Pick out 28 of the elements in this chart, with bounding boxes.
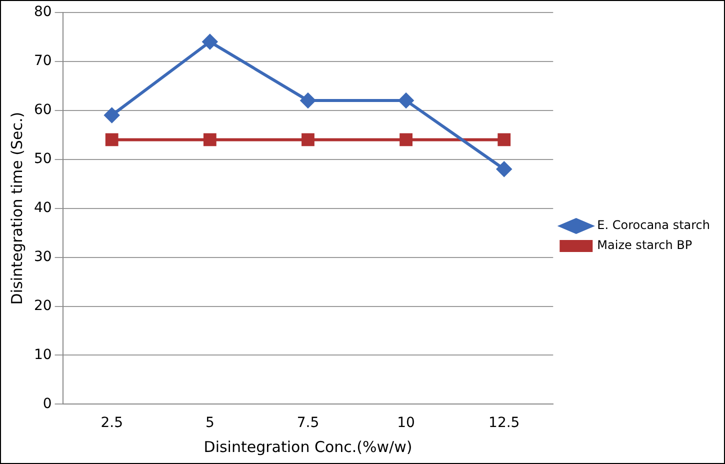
y-tick-label: 80 <box>34 4 52 20</box>
legend-label: Maize starch BP <box>597 238 692 252</box>
x-tick-label: 2.5 <box>100 415 123 432</box>
point <box>300 93 316 108</box>
y-tick-label: 10 <box>34 346 52 363</box>
x-tick-label: 5 <box>205 415 214 432</box>
x-tick-label: 10 <box>397 415 415 432</box>
point <box>104 108 120 123</box>
y-tick-label: 0 <box>42 396 52 412</box>
y-axis-title: Disintegration time (Sec.) <box>8 112 26 305</box>
x-axis-title: Disintegration Conc.(%w/w) <box>204 438 412 456</box>
point <box>496 162 512 177</box>
point <box>400 133 412 146</box>
point <box>302 133 314 146</box>
y-tick-label: 50 <box>34 150 52 167</box>
point <box>398 93 414 108</box>
legend-label: E. Corocana starch <box>597 218 710 232</box>
y-tick-label: 20 <box>34 298 52 314</box>
y-tick-label: 60 <box>34 102 52 118</box>
y-tick-label: 30 <box>34 248 52 265</box>
x-tick-label: 12.5 <box>488 415 520 432</box>
y-tick-label: 70 <box>34 53 52 70</box>
point <box>203 133 216 146</box>
x-tick-label: 7.5 <box>296 415 320 432</box>
point <box>105 133 118 146</box>
point <box>202 34 218 50</box>
point <box>498 133 511 146</box>
y-tick-label: 40 <box>34 200 52 216</box>
